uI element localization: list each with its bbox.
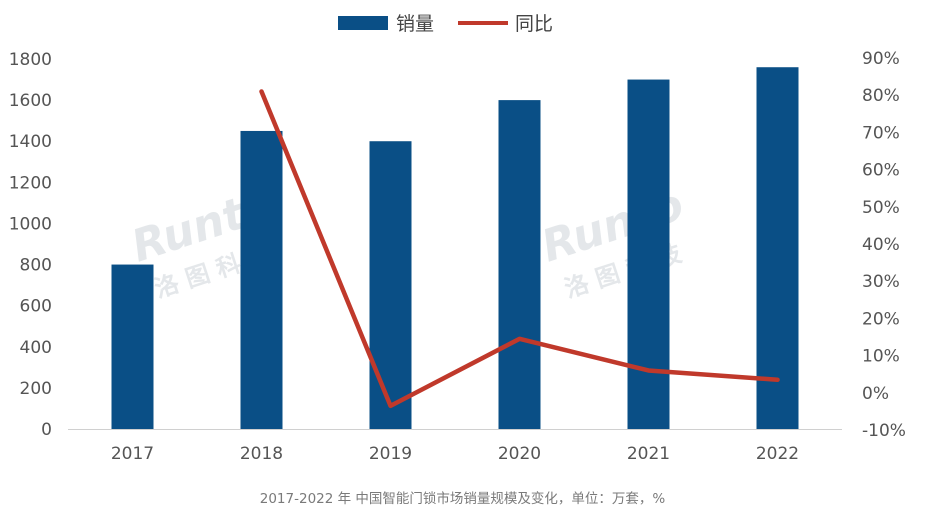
bar-2021	[627, 79, 670, 430]
bar-2019	[369, 141, 412, 429]
right-tick-label: 80%	[862, 86, 900, 106]
left-tick-label: 800	[20, 256, 52, 276]
left-tick-label: 0	[41, 420, 52, 440]
left-axis: 0 200 400 600 800 1000 1200 1400 1600 1800	[9, 50, 52, 440]
yoy-point	[260, 89, 263, 93]
right-tick-label: 70%	[862, 123, 900, 143]
left-tick-label: 1200	[9, 173, 52, 193]
right-tick-label: 20%	[862, 309, 900, 329]
x-tick-label: 2019	[369, 444, 412, 464]
yoy-point	[518, 337, 521, 341]
bar-series	[111, 67, 799, 430]
chart-caption: 2017-2022 年 中国智能门锁市场销量规模及变化，单位：万套，%	[259, 491, 666, 507]
left-tick-label: 1800	[9, 50, 52, 70]
right-tick-label: 50%	[862, 198, 900, 218]
left-tick-label: 1000	[9, 214, 52, 234]
bar-2022	[756, 67, 799, 429]
yoy-point	[776, 378, 779, 382]
legend-label-sales: 销量	[396, 13, 434, 35]
right-tick-label: 90%	[862, 49, 900, 69]
x-tick-label: 2018	[240, 444, 283, 464]
right-tick-label: 10%	[862, 347, 900, 367]
bar-2018	[240, 130, 283, 429]
line-series	[259, 89, 780, 409]
left-tick-label: 200	[20, 379, 52, 399]
x-tick-label: 2022	[756, 444, 799, 464]
legend-label-yoy: 同比	[515, 13, 553, 35]
bar-2017	[111, 264, 154, 429]
left-tick-label: 600	[20, 297, 52, 317]
right-tick-label: 40%	[862, 235, 900, 255]
yoy-point	[389, 404, 392, 408]
right-tick-label: 0%	[862, 384, 889, 404]
x-tick-label: 2017	[111, 444, 154, 464]
legend: 销量 同比	[338, 13, 553, 35]
bar-2020	[498, 100, 541, 429]
right-tick-label: 60%	[862, 161, 900, 181]
right-tick-label: -10%	[862, 421, 906, 441]
legend-swatch-bar	[338, 16, 388, 30]
right-axis: -10% 0% 10% 20% 30% 40% 50% 60% 70% 80% 90%	[862, 49, 906, 441]
x-axis: 2017 2018 2019 2020 2021 2022	[68, 429, 842, 464]
x-tick-label: 2021	[627, 444, 670, 464]
right-tick-label: 30%	[862, 272, 900, 292]
x-tick-label: 2020	[498, 444, 541, 464]
yoy-point	[647, 368, 650, 372]
left-tick-label: 1600	[9, 91, 52, 111]
left-tick-label: 400	[20, 338, 52, 358]
left-tick-label: 1400	[9, 132, 52, 152]
